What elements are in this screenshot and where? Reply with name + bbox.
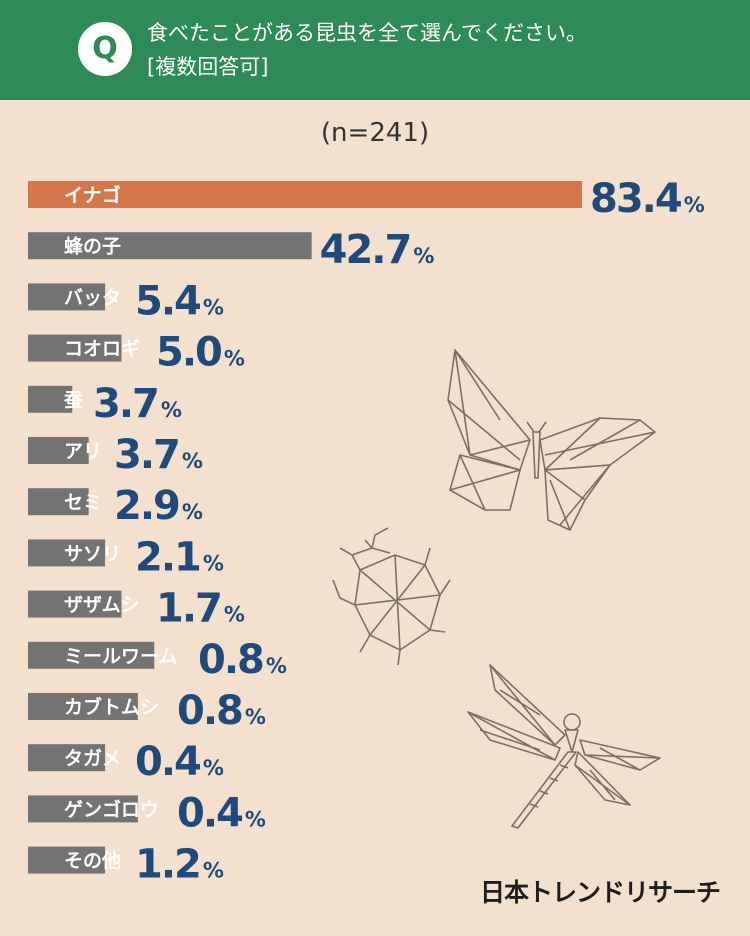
- bar-9: [28, 641, 155, 669]
- value-label-4: 3.7%: [93, 381, 182, 427]
- sample-size: (n=241): [320, 118, 430, 148]
- bar-1: [28, 232, 312, 260]
- bar-11: [28, 744, 106, 772]
- value-label-13: 1.2%: [135, 842, 224, 888]
- question-line-1: 食べたことがある昆虫を全て選んでください。: [147, 21, 587, 45]
- bar-label-0: イナゴ: [64, 184, 121, 207]
- bar-label-2: バッタ: [64, 287, 121, 309]
- bar-label-1: 蜂の子: [64, 235, 121, 258]
- value-label-5: 3.7%: [114, 432, 203, 478]
- value-label-0: 83.4%: [590, 176, 705, 222]
- value-label-9: 0.8%: [198, 637, 287, 683]
- bar-label-3: コオロギ: [64, 338, 140, 360]
- value-label-10: 0.8%: [177, 688, 266, 734]
- bar-label-4: 蚕: [63, 389, 84, 411]
- bar-13: [28, 846, 106, 874]
- bar-label-7: サソリ: [64, 543, 121, 565]
- bar-6: [28, 488, 89, 516]
- bar-7: [28, 539, 106, 567]
- bar-8: [28, 590, 122, 618]
- value-label-12: 0.4%: [177, 790, 266, 836]
- dragonfly-icon: [467, 664, 661, 829]
- bar-2: [28, 283, 106, 311]
- beetle-icon: [332, 527, 451, 666]
- value-label-8: 1.7%: [156, 586, 245, 632]
- bar-5: [28, 437, 89, 464]
- bars-layer: イナゴ 83.4 % 蜂の子 42.7 % バッタ 5.4 % コオロギ 5.0 % 蚕 3.7 % アリ 3.…: [28, 176, 705, 888]
- value-label-11: 0.4%: [135, 739, 224, 785]
- value-label-2: 5.4%: [135, 278, 224, 324]
- bar-3: [28, 334, 122, 362]
- bar-10: [28, 693, 138, 720]
- question-line-2: [複数回答可]: [147, 55, 269, 79]
- question-text: 食べたことがある昆虫を全て選んでください。 [複数回答可]: [147, 16, 737, 84]
- bar-label-12: ゲンゴロウ: [64, 798, 159, 821]
- question-badge: Q: [78, 22, 132, 76]
- bar-label-13: その他: [64, 849, 121, 872]
- bar-label-6: セミ: [64, 492, 102, 514]
- bar-12: [28, 795, 138, 823]
- bar-4: [28, 385, 73, 413]
- value-label-1: 42.7%: [320, 227, 435, 273]
- question-header: Q 食べたことがある昆虫を全て選んでください。 [複数回答可]: [0, 0, 750, 100]
- bar-label-11: タガメ: [64, 748, 121, 770]
- bar-label-9: ミールワーム: [64, 645, 177, 667]
- bar-0: [28, 181, 582, 208]
- value-label-6: 2.9%: [114, 483, 203, 529]
- bar-label-10: カブトムシ: [64, 696, 159, 719]
- bar-label-5: アリ: [64, 441, 102, 463]
- butterfly-icon: [447, 349, 656, 531]
- bar-label-8: ザザムシ: [64, 594, 140, 616]
- value-label-7: 2.1%: [135, 534, 224, 580]
- brand-logo: 日本トレンドリサーチ: [479, 878, 721, 907]
- value-label-3: 5.0%: [156, 330, 245, 376]
